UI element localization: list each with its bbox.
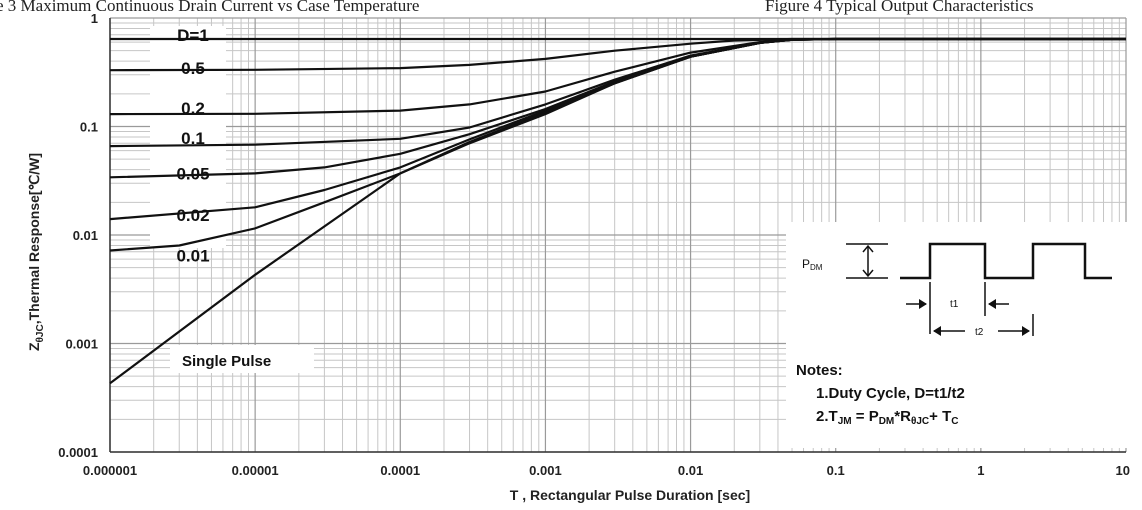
inset-plate	[786, 222, 1131, 448]
formula-tj-subscript: JM	[838, 416, 852, 427]
axis-frame	[109, 18, 1126, 453]
x-tick-label: 0.000001	[83, 463, 137, 478]
series-curve	[109, 37, 1126, 221]
formula-rth-subscript: θJC	[911, 416, 929, 427]
x-tick-label: 0.0001	[380, 463, 420, 478]
formula-rth: *R	[894, 408, 911, 425]
y-tick-label: 0.01	[73, 228, 98, 243]
x-tick-label: 0.1	[827, 463, 845, 478]
y-axis-title-main: Z	[26, 342, 42, 351]
series-curves	[109, 37, 1126, 385]
y-axis-title-subscript: θJC	[35, 324, 46, 342]
pulse-waveform	[900, 242, 1112, 280]
t2-label: t2	[975, 327, 984, 338]
series-curve	[109, 37, 1126, 148]
notes-block: Notes: 1.Duty Cycle, D=t1/t2 2.TJM = PDM…	[796, 362, 965, 427]
formula-pdm-subscript: DM	[879, 416, 895, 427]
y-tick-label: 0.001	[65, 337, 98, 352]
pdm-label-subscript: DM	[810, 263, 823, 272]
x-tick-label: 0.00001	[232, 463, 279, 478]
pdm-label: PDM	[802, 257, 823, 272]
x-tick-label: 10	[1116, 463, 1130, 478]
annotation-plate	[170, 345, 314, 373]
pdm-arrow-down-icon	[862, 269, 874, 278]
pdm-label-main: P	[802, 257, 810, 271]
x-tick-labels: 0.000001 0.00001 0.0001 0.001 0.01 0.1 1 10	[83, 463, 1130, 478]
y-axis-title: ZθJC,Thermal Response[℃/W]	[26, 153, 46, 351]
y-axis-title-rest: ,Thermal Response[℃/W]	[26, 153, 42, 324]
notes-duty-cycle: 1.Duty Cycle, D=t1/t2	[816, 385, 965, 402]
y-tick-labels: 0.0001 0.001 0.01 0.1 1	[58, 11, 98, 460]
right-figure-caption: Figure 4 Typical Output Characteristics	[765, 0, 1034, 15]
series-curve	[109, 37, 1126, 72]
t2-left-arrowhead-icon	[933, 326, 941, 336]
series-label: D=1	[177, 26, 209, 45]
y-tick-label: 0.0001	[58, 445, 98, 460]
t1-label: t1	[950, 299, 959, 310]
series-label: 0.05	[176, 164, 209, 183]
series-curve	[109, 37, 1126, 179]
notes-heading: Notes:	[796, 362, 843, 379]
x-tick-label: 1	[977, 463, 984, 478]
series-label: 0.5	[181, 59, 205, 78]
x-tick-label: 0.01	[678, 463, 703, 478]
series-label: 0.02	[176, 206, 209, 225]
x-axis-title: T , Rectangular Pulse Duration [sec]	[510, 487, 750, 503]
series-curve	[109, 37, 1126, 385]
formula-pdm: = P	[852, 408, 879, 425]
formula-tj: 2.T	[816, 408, 838, 425]
y-tick-label: 0.1	[80, 120, 98, 135]
series-label: 0.01	[176, 246, 209, 265]
series-label: 0.1	[181, 129, 205, 148]
pdm-arrow-up-icon	[862, 244, 874, 253]
notes-junction-temp-formula: 2.TJM = PDM*RθJC+ TC	[816, 408, 958, 427]
series-label-plates	[150, 26, 1131, 448]
series-label: 0.2	[181, 99, 205, 118]
pulse-waveform-inset: PDM t1 t2	[802, 242, 1112, 338]
formula-tc: + T	[929, 408, 951, 425]
formula-tc-subscript: C	[951, 416, 958, 427]
single-pulse-annotation: Single Pulse	[182, 353, 271, 370]
t1-left-arrowhead-icon	[919, 299, 927, 309]
t1-right-arrowhead-icon	[988, 299, 996, 309]
series-labels: D=1 0.5 0.2 0.1 0.05 0.02 0.01	[176, 26, 209, 265]
left-figure-caption: e 3 Maximum Continuous Drain Current vs …	[0, 0, 420, 15]
x-tick-label: 0.001	[529, 463, 562, 478]
y-tick-label: 1	[91, 11, 98, 26]
t2-right-arrowhead-icon	[1022, 326, 1030, 336]
